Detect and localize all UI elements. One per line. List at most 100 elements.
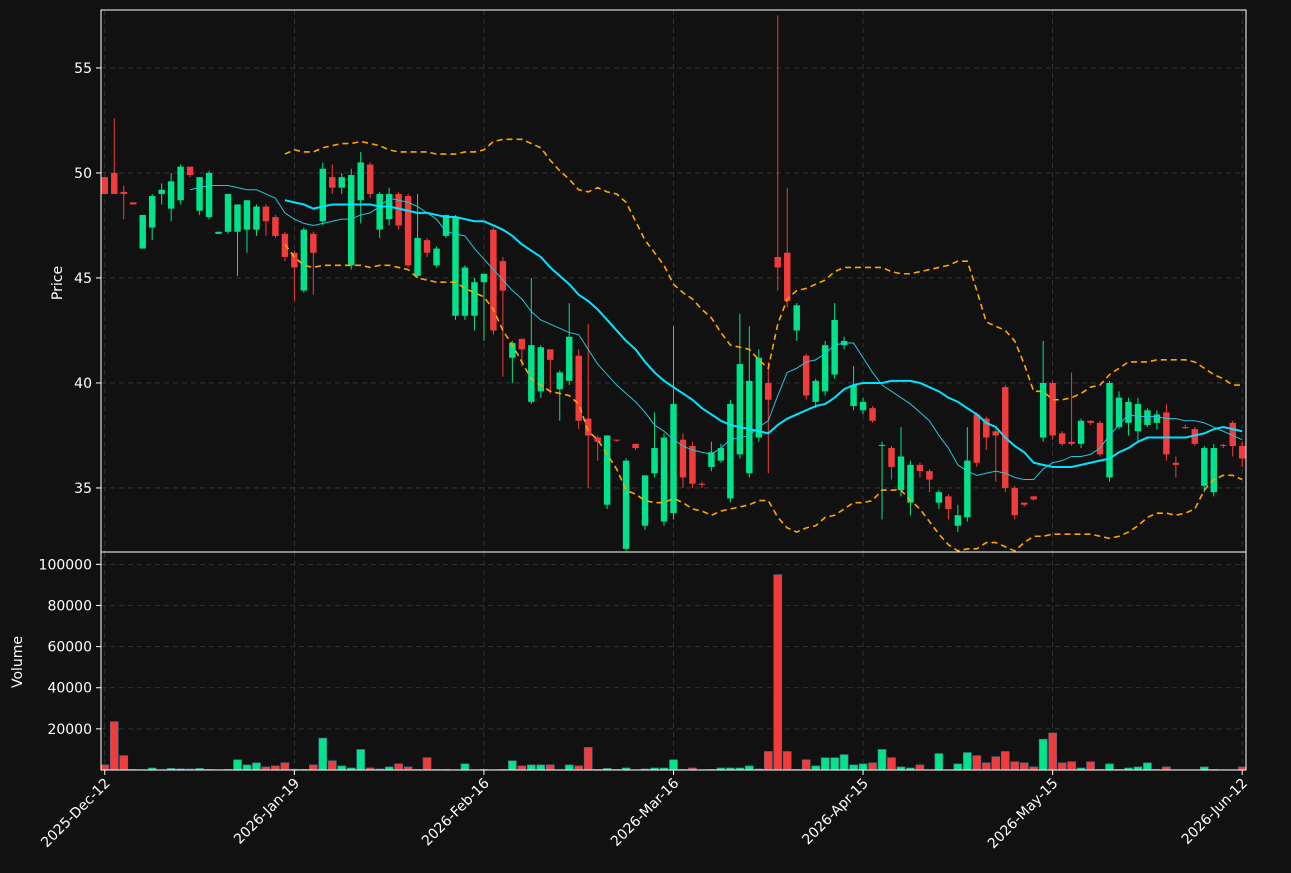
candle-body [878, 444, 886, 446]
volume-bar [517, 765, 527, 771]
candle-body [1087, 420, 1094, 423]
candle-body [802, 355, 810, 396]
volume-bar [1010, 761, 1020, 771]
volume-bar [858, 763, 868, 771]
candle-body [954, 515, 962, 526]
candle-body [888, 448, 895, 467]
candle-body [859, 401, 867, 411]
candle-body [1144, 410, 1151, 425]
candle-body [357, 162, 364, 201]
candle-body [651, 448, 658, 474]
candle-body [101, 177, 109, 194]
candle-body [1068, 441, 1075, 444]
volume-bar [252, 762, 261, 771]
y-tick-label: 35 [74, 481, 92, 497]
candle-body [1011, 487, 1018, 516]
candle-body [869, 408, 876, 421]
candle-body [1238, 445, 1246, 459]
y-tick-label: 20000 [47, 722, 92, 738]
volume-bar [1038, 738, 1048, 771]
volume-bar [801, 759, 811, 771]
volume-bar [669, 759, 678, 771]
candle-body [907, 464, 914, 503]
volume-axis-label: Volume [10, 636, 26, 688]
volume-bar [963, 752, 972, 771]
candle-body [423, 240, 431, 253]
candle-body [603, 435, 611, 505]
volume-bar [564, 764, 574, 771]
candle-body [793, 305, 800, 331]
candle-body [1153, 414, 1161, 423]
volume-bar [119, 755, 129, 771]
candle-body [670, 403, 677, 514]
volume-bar [460, 763, 470, 771]
volume-bar [233, 759, 242, 771]
candle-body [253, 206, 260, 230]
indicator-line [284, 243, 1243, 552]
candle-body [1049, 382, 1056, 436]
candle-body [1039, 382, 1047, 438]
candle-body [215, 231, 222, 234]
candle-body [167, 181, 175, 209]
volume-bar [934, 753, 944, 771]
volume-bar [242, 764, 252, 771]
candle-body [338, 177, 345, 188]
candle-body [1096, 422, 1104, 455]
candle-body [262, 206, 270, 222]
volume-bar [877, 749, 887, 771]
volume-bar [887, 757, 896, 771]
volume-bar [953, 763, 963, 771]
indicator-line [284, 138, 1243, 401]
volume-bar [981, 762, 991, 771]
candle-body [584, 418, 592, 436]
candle-body [717, 448, 725, 461]
volume-bar [356, 749, 366, 771]
candle-body [622, 460, 630, 549]
volume-bar [545, 764, 555, 771]
candle-body [556, 372, 563, 390]
candle-body [148, 196, 156, 228]
volume-bar [991, 756, 1001, 771]
candle-body [111, 172, 118, 194]
volume-bar [308, 764, 318, 771]
volume-bar [271, 765, 280, 771]
volume-bar [280, 762, 290, 771]
candle-body [310, 233, 317, 253]
volume-bar [839, 754, 849, 771]
candle-body [821, 345, 829, 392]
candle-body [1030, 496, 1037, 500]
candle-body [291, 252, 298, 268]
candle-body [831, 319, 838, 375]
candle-body [1163, 412, 1170, 455]
volume-bar [1048, 732, 1057, 771]
candle-body [461, 267, 469, 316]
volume-bar [1105, 763, 1114, 771]
candle-body [641, 475, 649, 526]
candle-body [442, 214, 450, 236]
candle-body [660, 437, 668, 522]
volume-bar [100, 764, 110, 771]
candle-body [224, 193, 232, 232]
candle-body [613, 439, 620, 441]
candle-body [945, 496, 952, 509]
candle-body [774, 256, 781, 268]
candle-body [329, 177, 336, 188]
volume-bar [1057, 762, 1067, 771]
marks [100, 15, 1247, 771]
candle-body [698, 483, 706, 485]
candle-body [490, 229, 497, 331]
candle-body [736, 364, 744, 455]
indicator-line [189, 185, 1243, 481]
candle-body [1191, 429, 1199, 444]
y-tick-label: 50 [74, 166, 92, 182]
candle-body [1182, 427, 1189, 429]
volume-bar [394, 763, 403, 771]
candle-body [1229, 422, 1236, 446]
candle-body [471, 282, 478, 316]
candle-body [130, 202, 137, 205]
candle-body [1134, 403, 1142, 432]
candle-body [916, 464, 924, 472]
candle-body [850, 385, 857, 407]
